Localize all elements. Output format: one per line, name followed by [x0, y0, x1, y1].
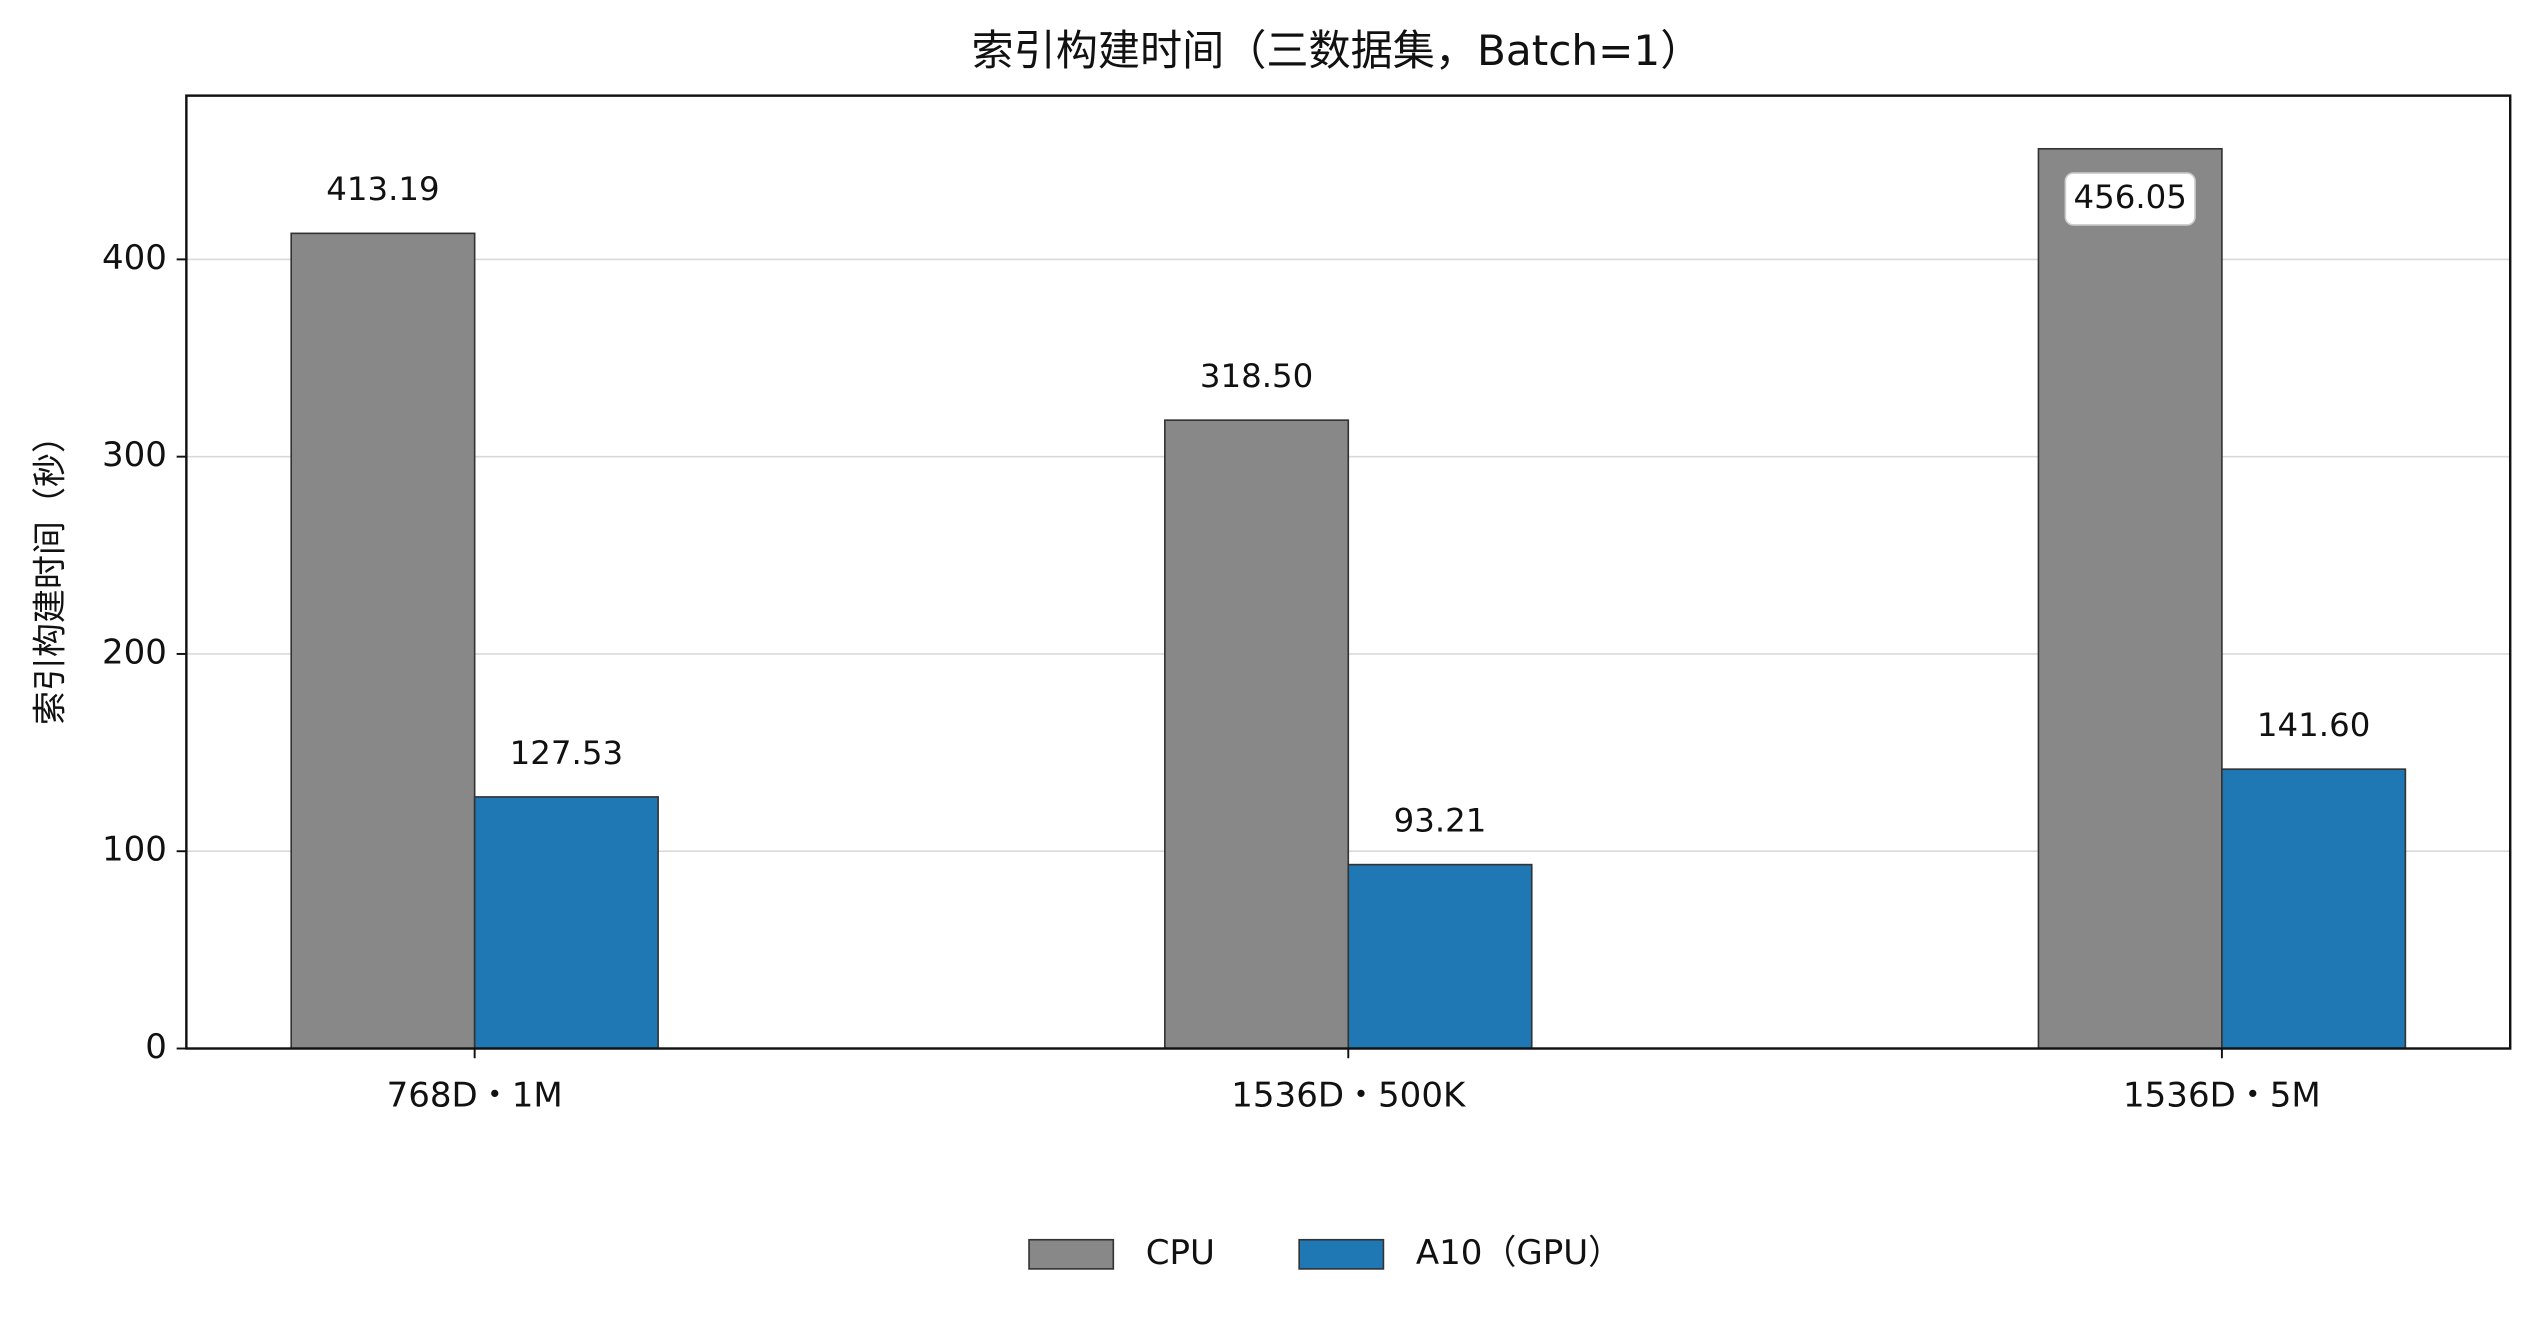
- bar: [1164, 419, 1350, 1050]
- x-tick-label: 768D・1M: [387, 1076, 563, 1116]
- bar: [290, 232, 476, 1050]
- value-label: 456.05: [2073, 178, 2186, 216]
- legend-swatch: [1028, 1238, 1115, 1270]
- legend-label: CPU: [1146, 1233, 1215, 1273]
- y-tick-label: 200: [102, 632, 167, 672]
- bar: [1347, 863, 1533, 1050]
- value-label: 318.50: [1200, 357, 1313, 395]
- value-label: 141.60: [2257, 706, 2370, 744]
- bar: [473, 796, 659, 1050]
- x-tick-label: 1536D・500K: [1231, 1076, 1467, 1116]
- x-tick-label: 1536D・5M: [2123, 1076, 2321, 1116]
- legend-swatch: [1298, 1238, 1385, 1270]
- y-tick-label: 300: [102, 435, 167, 475]
- value-label-box: [2064, 172, 2196, 226]
- y-axis-label: 索引构建时间（秒）: [30, 419, 70, 725]
- legend-label: A10（GPU）: [1416, 1233, 1622, 1273]
- y-tick-label: 400: [102, 238, 167, 278]
- y-tick-label: 0: [145, 1027, 167, 1067]
- bar: [2221, 768, 2407, 1050]
- value-label: 93.21: [1394, 801, 1487, 839]
- y-tick-label: 100: [102, 830, 167, 870]
- chart-title: 索引构建时间（三数据集，Batch=1）: [972, 26, 1703, 75]
- plot-frame: [185, 94, 2512, 1050]
- value-label: 413.19: [326, 170, 439, 208]
- value-label: 127.53: [510, 734, 623, 772]
- bar: [2037, 147, 2223, 1050]
